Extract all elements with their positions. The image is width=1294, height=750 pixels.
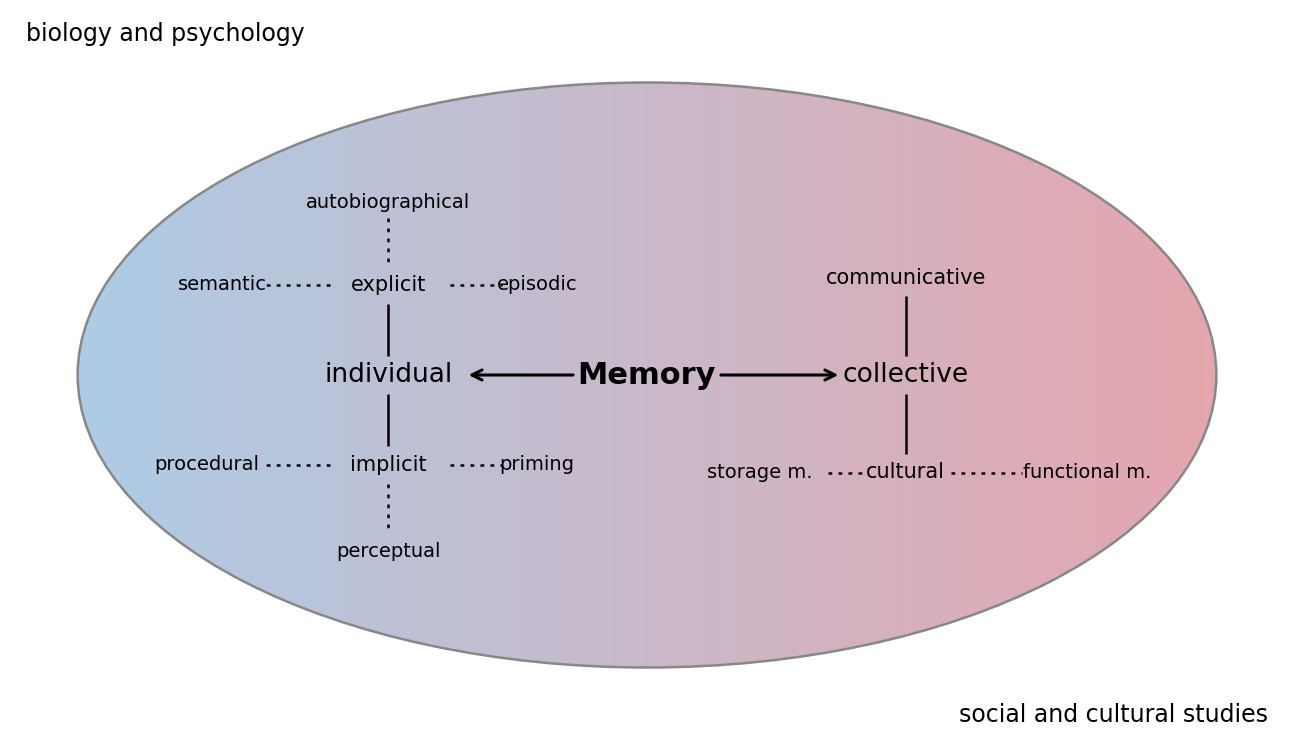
Text: functional m.: functional m. (1022, 463, 1152, 482)
Text: Memory: Memory (577, 361, 717, 389)
Text: episodic: episodic (497, 275, 577, 295)
Text: storage m.: storage m. (707, 463, 813, 482)
Text: priming: priming (499, 455, 575, 475)
Text: collective: collective (842, 362, 969, 388)
Text: communicative: communicative (826, 268, 986, 287)
Text: biology and psychology: biology and psychology (26, 22, 304, 46)
Text: explicit: explicit (351, 275, 426, 295)
Text: autobiographical: autobiographical (307, 193, 470, 212)
Text: cultural: cultural (866, 463, 946, 482)
Text: perceptual: perceptual (336, 542, 440, 561)
Text: implicit: implicit (349, 455, 427, 475)
Text: social and cultural studies: social and cultural studies (959, 704, 1268, 728)
Text: individual: individual (324, 362, 453, 388)
Text: procedural: procedural (154, 455, 260, 475)
Text: semantic: semantic (179, 275, 267, 295)
